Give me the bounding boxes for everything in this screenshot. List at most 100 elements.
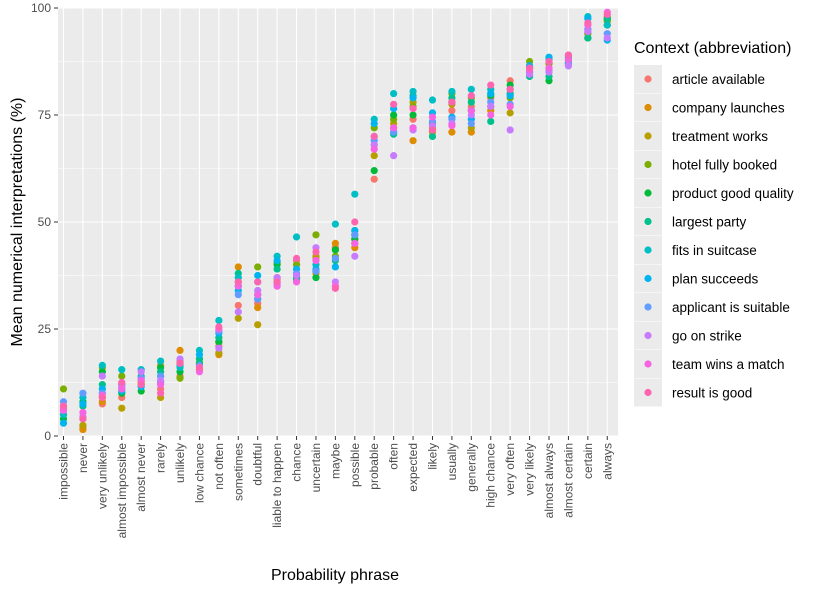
legend-label: go on strike — [672, 329, 742, 344]
data-point — [157, 389, 165, 397]
data-point — [176, 346, 184, 354]
grid — [58, 7, 618, 437]
series-result-is-good — [59, 10, 611, 423]
data-point — [487, 81, 495, 89]
x-tick-label: generally — [464, 443, 478, 492]
y-axis-title: Mean numerical interpretations (%) — [9, 98, 26, 347]
data-point — [157, 357, 165, 365]
data-point — [118, 385, 126, 393]
data-point — [409, 111, 417, 119]
x-tick-label: expected — [406, 443, 420, 492]
data-point — [292, 278, 301, 286]
legend-label: article available — [672, 72, 765, 87]
x-tick-label: certain — [581, 443, 595, 479]
data-point — [98, 372, 106, 380]
data-point — [564, 51, 573, 59]
legend-label: fits in suitcase — [672, 243, 757, 258]
data-point — [79, 400, 87, 408]
data-point — [545, 57, 553, 66]
data-point — [487, 90, 495, 98]
data-point — [370, 145, 378, 153]
data-point — [448, 87, 456, 96]
y-axis: 0 25 50 75 100 — [31, 1, 58, 443]
x-tick-label: doubtful — [251, 443, 265, 486]
y-tick-label: 25 — [38, 322, 52, 336]
data-point — [234, 291, 242, 299]
data-point — [603, 10, 611, 19]
data-point — [428, 113, 437, 121]
data-point — [254, 263, 262, 271]
data-point — [312, 256, 320, 265]
legend-key — [644, 274, 652, 283]
x-tick-label: almost always — [542, 443, 556, 518]
data-point — [331, 220, 339, 228]
data-point — [79, 421, 87, 429]
legend-label: hotel fully booked — [672, 158, 777, 173]
x-tick-label: usually — [445, 443, 459, 480]
data-point — [254, 278, 262, 286]
data-point — [292, 233, 301, 241]
legend-key — [644, 303, 652, 311]
data-point — [506, 109, 514, 117]
x-tick-label: probable — [367, 443, 381, 490]
data-point — [215, 323, 223, 331]
data-point — [215, 344, 223, 352]
legend-key — [644, 75, 652, 83]
x-tick-label: almost impossible — [115, 443, 129, 539]
data-point — [59, 419, 68, 427]
data-point — [273, 278, 281, 286]
data-point — [312, 248, 320, 256]
data-point — [370, 175, 378, 183]
x-tick-label: very often — [503, 443, 517, 496]
data-point — [254, 291, 262, 299]
x-tick-label: likely — [425, 443, 439, 470]
data-point — [506, 102, 514, 111]
data-point — [409, 124, 417, 132]
data-point — [390, 100, 398, 108]
legend-key — [644, 388, 652, 397]
data-point — [234, 278, 242, 286]
x-tick-label: very likely — [523, 443, 537, 496]
x-tick-label: low chance — [192, 443, 206, 503]
x-tick-label: almost never — [134, 443, 148, 512]
data-point — [448, 107, 456, 115]
data-point — [351, 252, 359, 260]
data-point — [273, 265, 281, 273]
data-point — [176, 374, 184, 382]
data-point — [409, 94, 417, 102]
x-tick-label: not often — [212, 443, 226, 490]
data-point — [234, 308, 242, 316]
data-point — [195, 351, 204, 359]
data-point — [118, 372, 126, 380]
data-point — [428, 132, 437, 140]
x-tick-label: rarely — [154, 443, 168, 473]
data-point — [137, 368, 145, 376]
data-point — [390, 124, 398, 132]
data-point — [254, 321, 262, 329]
data-point — [584, 19, 592, 27]
data-point — [584, 27, 592, 36]
x-tick-label: liable to happen — [270, 443, 284, 528]
data-point — [409, 137, 417, 145]
legend-label: product good quality — [672, 186, 794, 201]
data-point — [234, 263, 242, 271]
data-point — [584, 34, 592, 42]
data-point — [195, 363, 204, 372]
data-point — [390, 152, 398, 160]
x-tick-label: almost certain — [561, 443, 575, 518]
data-point — [525, 64, 534, 72]
data-point — [448, 122, 456, 130]
data-point — [506, 92, 514, 100]
data-point — [390, 90, 398, 98]
data-point — [467, 119, 475, 128]
data-point — [79, 408, 87, 417]
x-tick-label: high chance — [484, 443, 498, 508]
legend-key — [644, 217, 652, 226]
data-point — [292, 271, 301, 280]
x-tick-label: chance — [290, 443, 304, 482]
legend-label: largest party — [672, 215, 747, 230]
data-point — [59, 402, 68, 410]
data-point — [545, 64, 553, 72]
y-tick-label: 50 — [38, 215, 52, 229]
